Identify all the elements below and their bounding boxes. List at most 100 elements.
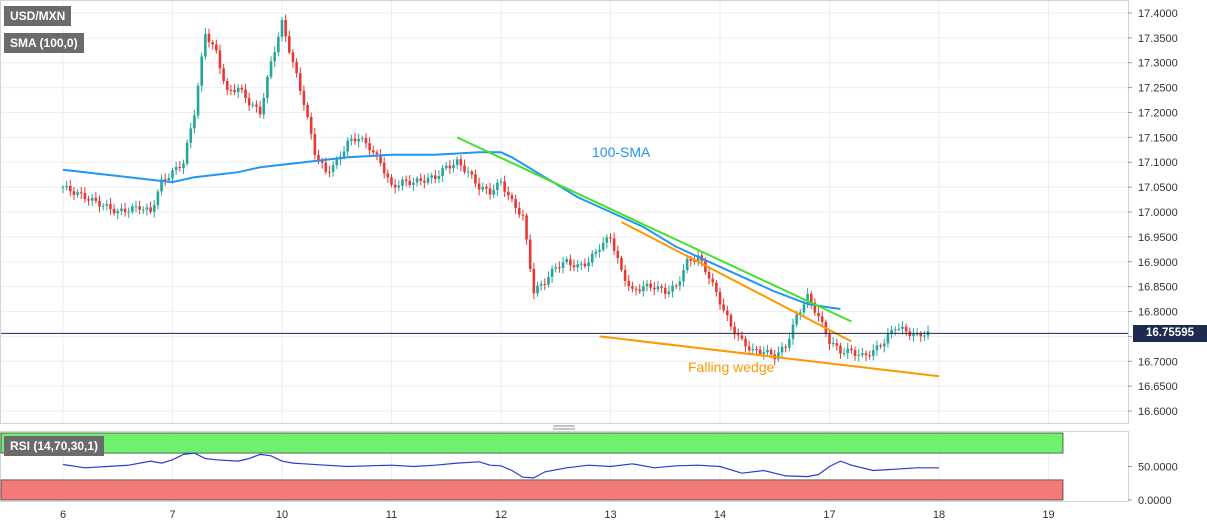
candle-body (645, 283, 649, 287)
candle-body (923, 335, 926, 337)
candle-body (642, 286, 645, 292)
candle-body (744, 338, 747, 347)
candle-body (868, 355, 871, 357)
y-tick-label: 17.2500 (1138, 83, 1178, 95)
candle-body (83, 193, 87, 200)
candle-body (795, 314, 798, 325)
resistance-trendline (456, 136, 852, 323)
candle-body (288, 36, 291, 53)
candle-body (649, 283, 652, 288)
x-tick-label: 13 (604, 509, 616, 521)
symbol-label: USD/MXN (4, 6, 72, 26)
candle-body (163, 179, 167, 181)
candle-body (872, 350, 875, 356)
candle-body (587, 262, 590, 267)
rsi-y-tick-label: 0.0000 (1138, 495, 1172, 507)
candle-body (280, 19, 284, 37)
candle-body (882, 343, 886, 347)
candle-body (401, 179, 404, 186)
candle-body (904, 326, 908, 332)
candle-body (817, 312, 820, 317)
candle-body (660, 286, 663, 288)
candle-body (777, 352, 780, 360)
candle-body (766, 350, 769, 353)
candle-body (485, 186, 488, 189)
candle-body (412, 182, 415, 186)
candle-body (145, 207, 149, 210)
candle-body (138, 206, 141, 210)
candle-body (747, 346, 751, 351)
candle-body (496, 182, 499, 191)
candle-body (61, 187, 65, 189)
candle-body (131, 206, 134, 212)
candle-body (109, 204, 112, 210)
y-tick-label: 17.1500 (1138, 132, 1178, 144)
candle-body (160, 179, 163, 192)
candle-body (229, 89, 233, 91)
candle-body (835, 343, 839, 346)
candle-body (594, 251, 598, 254)
y-tick-label: 17.0500 (1138, 182, 1178, 194)
candle-body (788, 338, 791, 348)
candle-body (444, 165, 448, 169)
candle-body (452, 164, 455, 169)
candle-body (842, 353, 846, 355)
candle-body (98, 200, 101, 207)
candle-body (718, 292, 722, 305)
candle-body (514, 199, 517, 208)
rsi-y-tick-label: 50.0000 (1138, 462, 1178, 474)
candle-body (707, 272, 711, 279)
candle-body (127, 211, 130, 213)
candle-body (620, 257, 623, 270)
candle-body (215, 44, 218, 51)
candle-body (361, 137, 364, 139)
candle-body (240, 87, 244, 90)
candle-body (415, 178, 419, 183)
x-tick-label: 17 (823, 509, 835, 521)
candle-body (784, 346, 787, 348)
candle-body (674, 285, 678, 287)
candle-body (912, 333, 915, 337)
candle-body (236, 87, 240, 93)
x-tick-label: 12 (495, 509, 507, 521)
candle-body (897, 328, 901, 330)
x-tick-label: 10 (276, 509, 288, 521)
sma-annotation: 100-SMA (592, 144, 651, 160)
candle-body (590, 253, 594, 263)
candle-body (890, 329, 893, 335)
candle-body (116, 210, 120, 214)
candle-body (722, 304, 725, 311)
candle-body (295, 61, 298, 74)
candle-body (831, 343, 835, 345)
candle-body (488, 188, 492, 195)
candle-body (291, 52, 295, 62)
candle-body (441, 168, 444, 177)
candle-body (861, 353, 864, 355)
y-tick-label: 16.7000 (1138, 356, 1178, 368)
y-tick-label: 17.3000 (1138, 58, 1178, 70)
y-tick-label: 16.9000 (1138, 257, 1178, 269)
candle-body (536, 285, 539, 294)
y-tick-label: 17.3500 (1138, 33, 1178, 45)
candle-body (350, 138, 353, 141)
candle-body (156, 191, 160, 206)
candle-body (470, 171, 474, 175)
candle-body (353, 138, 357, 142)
candle-body (368, 143, 371, 151)
candle-body (459, 159, 463, 166)
candle-body (572, 265, 576, 268)
candle-body (481, 186, 485, 190)
candle-body (408, 180, 412, 186)
candle-body (463, 165, 466, 172)
candle-body (601, 242, 605, 250)
candle-body (689, 258, 693, 261)
y-tick-label: 17.4000 (1138, 8, 1178, 20)
y-tick-label: 17.2000 (1138, 107, 1178, 119)
candle-body (554, 267, 558, 269)
candle-body (696, 255, 700, 262)
candle-body (751, 349, 755, 351)
candle-body (623, 269, 627, 281)
candle-body (222, 68, 225, 81)
